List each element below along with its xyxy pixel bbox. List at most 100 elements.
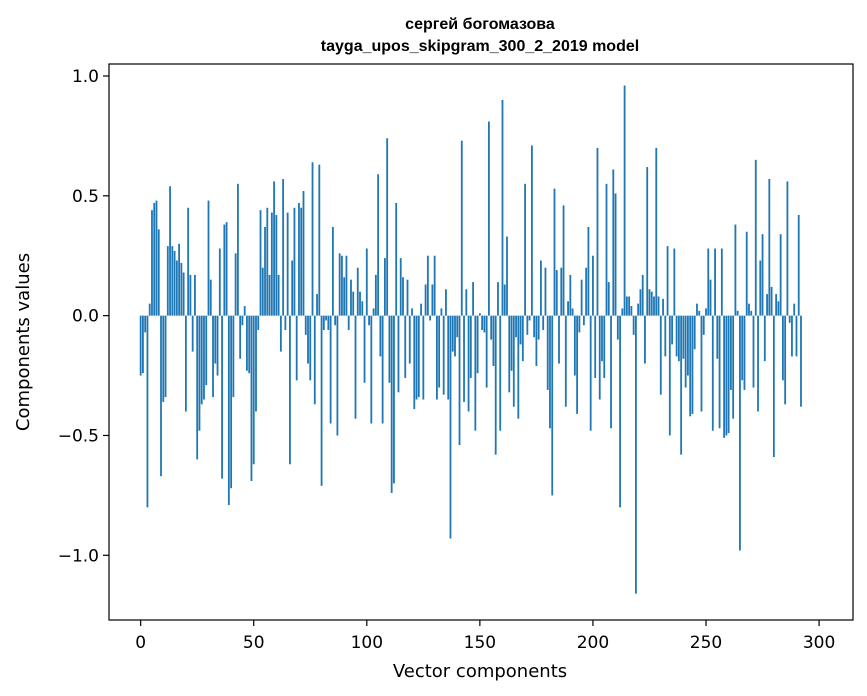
y-axis-label: Components values	[13, 253, 34, 431]
bar-204	[601, 315, 603, 362]
bar-241	[684, 315, 687, 388]
bar-211	[616, 315, 619, 340]
bar-181	[549, 315, 551, 429]
y-tick-label: 0.5	[72, 187, 99, 207]
bar-166	[515, 315, 517, 338]
bar-155	[490, 315, 493, 340]
bar-273	[757, 315, 759, 412]
bar-236	[673, 248, 676, 316]
bar-53	[259, 210, 262, 316]
bar-209	[612, 169, 615, 316]
bar-29	[205, 315, 208, 386]
bar-4	[148, 303, 151, 316]
bar-106	[379, 315, 382, 357]
bar-198	[587, 226, 590, 316]
bar-186	[560, 267, 563, 316]
bar-281	[775, 294, 778, 316]
bar-148	[474, 315, 477, 431]
bar-18	[180, 262, 183, 316]
bar-43	[237, 183, 239, 316]
bar-114	[397, 315, 400, 393]
bar-254	[714, 248, 716, 316]
bar-49	[250, 315, 253, 481]
bar-220	[637, 303, 640, 316]
bar-89	[341, 255, 343, 316]
bar-38	[225, 222, 228, 316]
bar-286	[786, 181, 789, 316]
bar-99	[363, 315, 366, 383]
bar-257	[720, 248, 723, 316]
bar-289	[793, 303, 796, 316]
bar-193	[576, 315, 579, 414]
x-tick-label: 300	[803, 633, 835, 653]
bar-152	[483, 315, 486, 333]
bar-199	[589, 315, 592, 431]
bar-39	[227, 315, 230, 505]
bar-77	[313, 315, 316, 405]
bar-137	[449, 315, 452, 539]
bar-151	[481, 315, 484, 331]
bar-252	[709, 279, 712, 316]
bar-62	[279, 315, 282, 352]
bar-174	[533, 315, 536, 338]
chart-title: сергей богомазова	[405, 16, 555, 33]
bar-6	[153, 203, 156, 316]
bar-52	[257, 315, 260, 331]
bar-121	[413, 315, 416, 410]
x-tick-label: 200	[577, 633, 609, 653]
bar-200	[592, 255, 594, 316]
bar-179	[544, 267, 547, 316]
bar-83	[327, 315, 330, 331]
bar-10	[162, 315, 165, 402]
bar-44	[239, 315, 242, 359]
bar-185	[558, 315, 560, 364]
bar-192	[573, 315, 576, 376]
bar-184	[555, 270, 558, 316]
bar-55	[264, 226, 266, 316]
bar-292	[800, 315, 802, 407]
y-tick-label: 1.0	[72, 67, 99, 87]
bar-262	[732, 315, 735, 419]
bar-146	[469, 315, 472, 378]
bar-191	[571, 308, 574, 316]
x-tick-label: 150	[464, 633, 496, 653]
bar-92	[347, 315, 350, 331]
bar-243	[689, 315, 692, 417]
bar-119	[408, 315, 411, 364]
bar-173	[530, 145, 533, 316]
bar-288	[791, 315, 793, 357]
bar-194	[578, 315, 581, 333]
bar-227	[653, 296, 655, 316]
bar-258	[723, 315, 726, 438]
bar-231	[662, 298, 664, 316]
bar-30	[207, 200, 210, 316]
bar-190	[569, 274, 572, 316]
bar-60	[275, 214, 278, 316]
bar-88	[338, 253, 341, 316]
bar-32	[212, 315, 214, 398]
bar-242	[687, 315, 689, 376]
bar-117	[404, 315, 407, 378]
x-tick-label: 100	[351, 633, 383, 653]
bar-139	[454, 315, 456, 357]
bar-35	[218, 248, 221, 316]
bar-224	[646, 167, 649, 316]
bar-290	[795, 315, 798, 357]
bar-259	[725, 315, 728, 436]
bar-123	[417, 315, 420, 398]
bar-93	[350, 279, 352, 316]
bar-141	[458, 315, 461, 446]
bar-158	[497, 282, 499, 316]
chart-subtitle: tayga_upos_skipgram_300_2_2019 model	[321, 38, 639, 55]
bar-197	[585, 267, 588, 316]
bar-189	[567, 301, 569, 316]
bar-11	[164, 315, 167, 398]
bar-33	[214, 315, 217, 364]
bar-66	[289, 315, 291, 465]
bar-142	[460, 140, 463, 316]
bar-113	[395, 203, 398, 316]
bar-178	[542, 315, 545, 331]
y-tick-label: −1.0	[58, 546, 99, 566]
bar-50	[252, 315, 255, 465]
x-tick-label: 250	[690, 633, 722, 653]
